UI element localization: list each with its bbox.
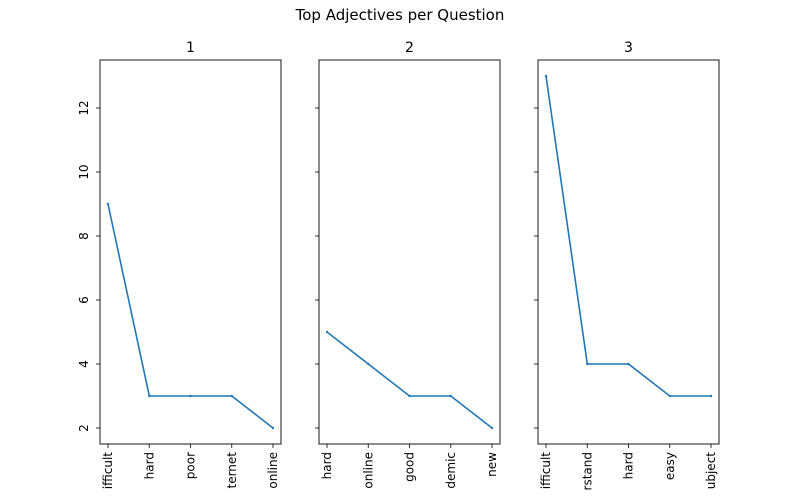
subplot-title-3: 3 [624, 40, 633, 56]
data-point-1-4 [271, 426, 275, 430]
subplot-title-1: 1 [186, 40, 195, 56]
subplot-title-2: 2 [405, 40, 414, 56]
y-tick-label-10: 10 [77, 164, 91, 179]
x-tick-label-1-3: ternet [225, 452, 239, 489]
data-point-1-2 [189, 394, 192, 398]
data-point-2-2 [408, 394, 411, 398]
x-tick-label-2-3: demic [444, 452, 458, 489]
data-point-1-1 [148, 394, 151, 398]
y-tick-label-6: 6 [77, 296, 91, 304]
x-tick-label-3-0: ifficult [539, 452, 553, 489]
figure-suptitle: Top Adjectives per Question [295, 6, 505, 24]
x-tick-label-2-0: hard [320, 452, 334, 479]
data-point-2-1 [367, 362, 370, 366]
x-tick-label-3-4: ubject [704, 452, 718, 490]
x-tick-label-2-2: good [403, 452, 417, 482]
data-point-1-3 [230, 394, 233, 398]
x-tick-label-1-2: poor [184, 452, 198, 479]
data-point-3-2 [627, 362, 630, 366]
axes-frame-3 [537, 59, 720, 445]
y-tick-label-4: 4 [77, 360, 91, 368]
axes-frame-1 [99, 59, 282, 445]
axes-frame-2 [318, 59, 501, 445]
data-point-1-0 [106, 202, 110, 206]
x-tick-label-3-1: rstand [580, 452, 594, 490]
x-tick-label-2-1: online [361, 452, 375, 489]
data-point-2-4 [490, 426, 494, 430]
data-point-2-0 [325, 330, 329, 334]
x-tick-label-3-2: hard [622, 452, 636, 479]
data-point-3-3 [668, 394, 671, 398]
x-tick-label-1-1: hard [142, 452, 156, 479]
y-tick-label-2: 2 [77, 424, 91, 432]
y-tick-label-12: 12 [77, 100, 91, 115]
series-line-3 [545, 75, 711, 397]
y-tick-label-8: 8 [77, 232, 91, 240]
x-tick-label-2-4: new [485, 452, 499, 477]
data-point-2-3 [449, 394, 452, 398]
x-tick-label-1-0: ifficult [101, 452, 115, 489]
data-point-3-1 [586, 362, 589, 366]
x-tick-label-1-4: online [266, 452, 280, 489]
series-line-1 [107, 203, 274, 429]
x-tick-label-3-3: easy [663, 452, 677, 480]
series-line-2 [326, 331, 493, 429]
data-point-3-0 [544, 74, 548, 78]
data-point-3-4 [709, 394, 713, 398]
